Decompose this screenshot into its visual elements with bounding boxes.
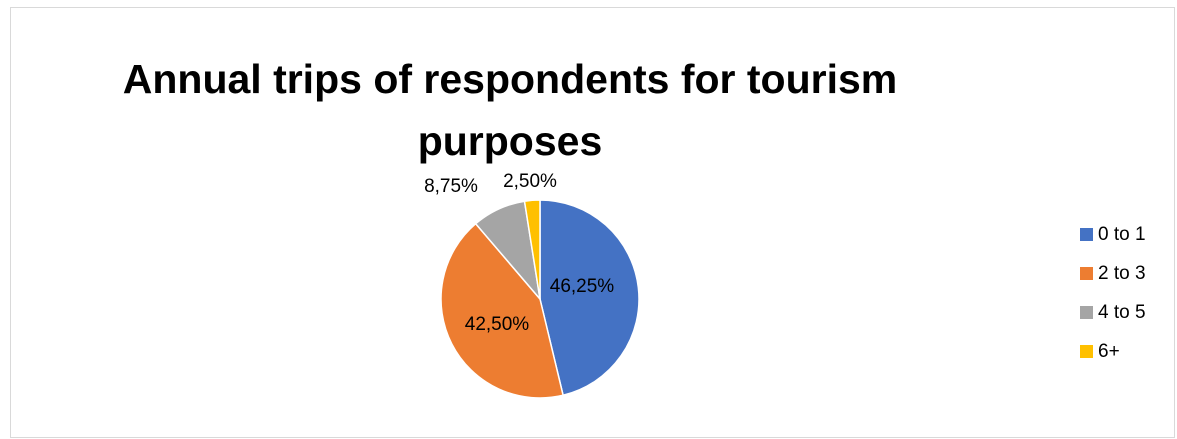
legend-swatch	[1080, 306, 1093, 319]
legend-item-0: 0 to 1	[1080, 215, 1146, 254]
pie-slice-1	[440, 222, 565, 399]
chart-title: Annual trips of respondents for tourism …	[0, 48, 1020, 172]
data-label-1: 42,50%	[465, 314, 530, 335]
pie-slice-3	[523, 199, 541, 300]
data-label-2: 8,75%	[424, 176, 478, 197]
legend-swatch	[1080, 345, 1093, 358]
legend-label: 0 to 1	[1098, 223, 1146, 245]
legend-item-1: 2 to 3	[1080, 254, 1146, 293]
legend-item-2: 4 to 5	[1080, 293, 1146, 332]
legend-label: 2 to 3	[1098, 262, 1146, 284]
legend-label: 6+	[1098, 340, 1120, 362]
pie-slice-0	[539, 199, 640, 397]
chart-title-line-2: purposes	[417, 118, 603, 164]
legend-swatch	[1080, 228, 1093, 241]
chart-legend: 0 to 1 2 to 3 4 to 5 6+	[1080, 215, 1146, 371]
legend-label: 4 to 5	[1098, 301, 1146, 323]
data-label-3: 2,50%	[503, 171, 557, 192]
legend-swatch	[1080, 267, 1093, 280]
chart-title-line-1: Annual trips of respondents for tourism	[122, 56, 898, 102]
data-label-0: 46,25%	[550, 276, 615, 297]
legend-item-3: 6+	[1080, 332, 1146, 371]
